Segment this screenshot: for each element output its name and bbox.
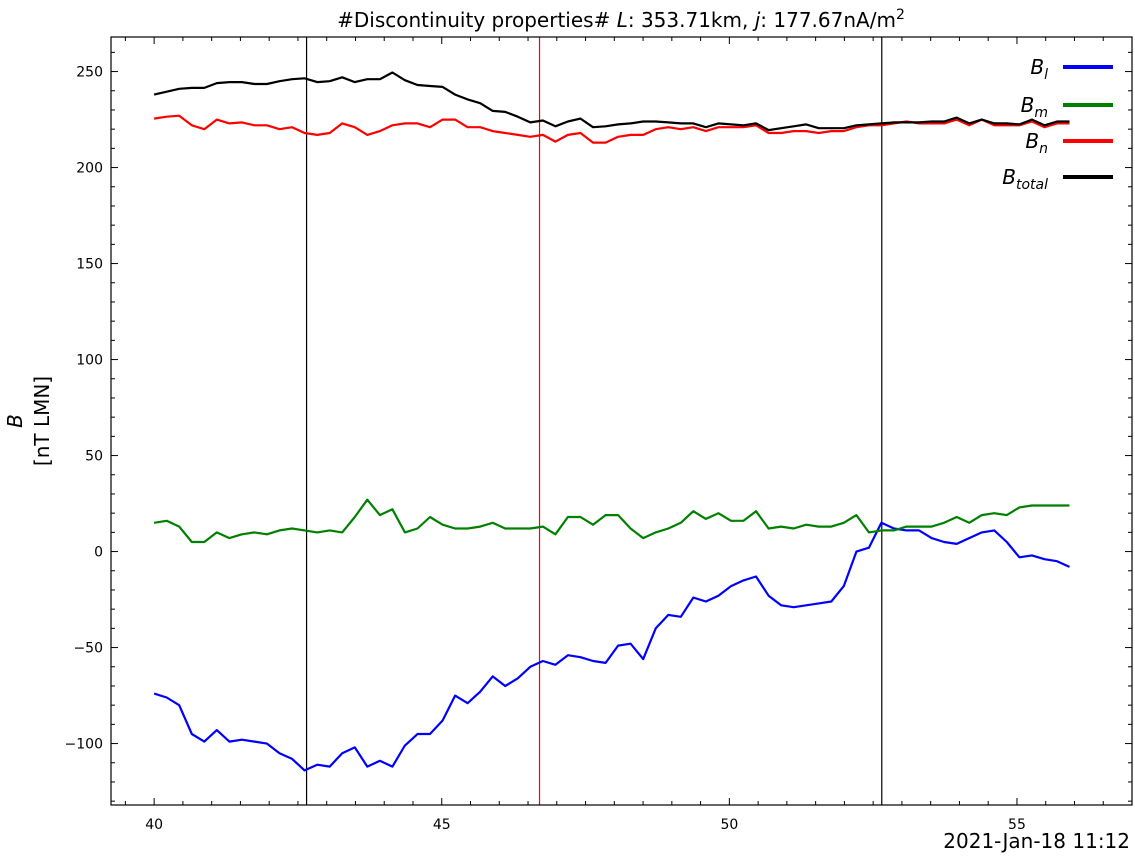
y-tick-label: −50 [73,641,103,657]
y-tick-label: 0 [94,545,103,561]
chart-title: #Discontinuity properties# L: 353.71km, … [337,7,905,32]
x-tick-label: 55 [1008,817,1026,833]
series-line-total [153,71,1070,132]
legend-label-m: Bm [1021,93,1048,121]
x-tick-label: 50 [720,817,738,833]
axis-ticks: 40 45 50 55 −100 −50 0 50 100 150 200 250 [65,37,1133,833]
series-line-m [153,498,1070,544]
legend-label-l: Bl [1030,55,1048,83]
y-axis-label-symbol: B [3,414,27,428]
y-axis-label: B [nT LMN] [3,376,54,466]
legend-label-n: Bn [1025,129,1048,157]
x-tick-label: 40 [145,817,163,833]
y-tick-label: 150 [76,257,103,273]
series-line-l [153,521,1070,772]
y-tick-label: −100 [65,737,103,753]
date-label: 2021-Jan-18 11:12 [943,829,1130,853]
plot-frame [110,36,1133,806]
plot-lines [153,37,1070,805]
y-tick-label: 100 [76,353,103,369]
y-tick-label: 50 [85,449,103,465]
y-axis-label-unit: [nT LMN] [30,376,54,466]
y-tick-label: 200 [76,161,103,177]
legend-label-total: Btotal [1002,165,1048,193]
legend: Bl Bm Bn Btotal [1002,55,1113,193]
x-tick-label: 45 [433,817,451,833]
y-tick-label: 250 [76,65,103,81]
series-line-n [153,114,1070,144]
